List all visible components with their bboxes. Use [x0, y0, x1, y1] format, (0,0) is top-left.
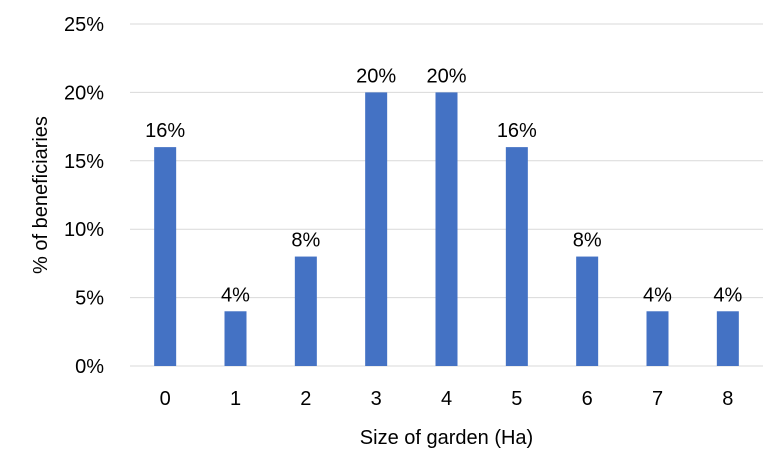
x-tick-label: 1: [230, 388, 241, 410]
x-axis-ticks: 0 1 2 3 4 5 6 7 8: [160, 388, 734, 410]
data-label: 4%: [643, 284, 672, 306]
x-tick-label: 6: [582, 388, 593, 410]
x-tick-label: 2: [300, 388, 311, 410]
data-label: 16%: [145, 120, 185, 142]
y-tick-label: 0%: [75, 356, 104, 378]
bars: [154, 92, 739, 367]
data-label: 4%: [221, 284, 250, 306]
y-tick-label: 15%: [64, 151, 104, 173]
bar: [576, 256, 599, 366]
data-label: 16%: [497, 120, 537, 142]
x-tick-label: 4: [441, 388, 452, 410]
x-tick-label: 0: [160, 388, 171, 410]
y-axis-title: % of beneficiaries: [30, 116, 52, 274]
y-tick-label: 5%: [75, 288, 104, 310]
bar: [716, 311, 739, 366]
data-label: 4%: [713, 284, 742, 306]
bar: [154, 147, 177, 366]
x-tick-label: 3: [371, 388, 382, 410]
bar: [435, 92, 458, 367]
data-label: 20%: [426, 65, 466, 87]
bar: [365, 92, 388, 367]
data-label: 8%: [573, 230, 602, 252]
x-tick-label: 5: [511, 388, 522, 410]
y-tick-label: 10%: [64, 219, 104, 241]
bar: [224, 311, 247, 366]
x-tick-label: 7: [652, 388, 663, 410]
bar: [505, 147, 528, 366]
bar: [294, 256, 317, 366]
data-label: 20%: [356, 65, 396, 87]
data-labels: 16% 4% 8% 20% 20% 16% 8% 4% 4%: [145, 65, 742, 306]
bar: [646, 311, 669, 366]
y-axis-ticks: 0% 5% 10% 15% 20% 25%: [64, 14, 104, 378]
y-tick-label: 20%: [64, 82, 104, 104]
x-tick-label: 8: [722, 388, 733, 410]
y-tick-label: 25%: [64, 14, 104, 36]
data-label: 8%: [291, 230, 320, 252]
x-axis-title: Size of garden (Ha): [360, 427, 533, 449]
